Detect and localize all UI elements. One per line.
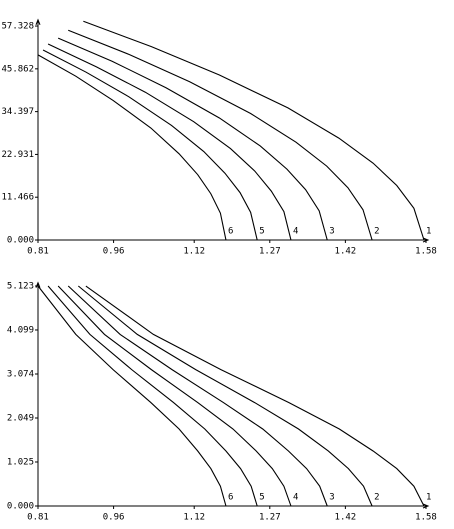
- curve: [57, 285, 292, 507]
- curve-label: 2: [374, 493, 379, 503]
- curve: [37, 54, 227, 241]
- curve-label: 2: [374, 227, 379, 237]
- x-axis-arrow: [422, 237, 430, 243]
- y-tick-label: 0.000: [7, 502, 34, 512]
- curve: [67, 285, 328, 507]
- plot: 0.000 1.025 2.049 3.074 4.099 5.123 0.81 0.96 1.…: [7, 281, 437, 523]
- curve-label: 6: [228, 493, 233, 503]
- x-tick-label: 1.27: [259, 247, 281, 257]
- y-tick-label: 2.049: [7, 414, 34, 424]
- y-tick-label: 4.099: [7, 325, 34, 335]
- y-tick-label: 57.328: [1, 22, 34, 32]
- x-tick-label: 1.58: [415, 513, 437, 523]
- x-tick-label: 1.12: [183, 513, 205, 523]
- curve: [83, 20, 425, 241]
- curve-label: 4: [293, 227, 298, 237]
- curve-label: 4: [293, 493, 298, 503]
- x-tick-label: 1.42: [335, 247, 357, 257]
- y-tick-label: 0.000: [7, 236, 34, 246]
- curve-label: 3: [329, 493, 334, 503]
- x-tick-label: 1.58: [415, 247, 437, 257]
- curve: [47, 43, 292, 241]
- y-tick-label: 22.931: [1, 150, 34, 160]
- x-tick-label: 0.81: [27, 247, 49, 257]
- plot: 0.000 11.466 22.931 34.397 45.862 57.328 0.81 0…: [1, 18, 437, 257]
- curve-label: 3: [329, 227, 334, 237]
- y-tick-label: 11.466: [1, 193, 34, 203]
- curve-label: 6: [228, 227, 233, 237]
- curve-label: 1: [426, 493, 431, 503]
- x-axis-arrow: [422, 503, 430, 509]
- curve: [77, 285, 373, 507]
- x-tick-label: 0.96: [103, 247, 125, 257]
- curve-label: 5: [259, 493, 264, 503]
- y-axis-arrow: [35, 18, 41, 25]
- curve-label: 1: [426, 227, 431, 237]
- x-tick-label: 1.12: [183, 247, 205, 257]
- curve-label: 5: [259, 227, 264, 237]
- y-tick-label: 45.862: [1, 64, 34, 74]
- x-tick-label: 1.27: [259, 513, 281, 523]
- x-tick-label: 0.81: [27, 513, 49, 523]
- y-tick-label: 1.025: [7, 457, 34, 467]
- y-tick-label: 5.123: [7, 282, 34, 292]
- y-tick-label: 3.074: [7, 369, 34, 379]
- x-tick-label: 1.42: [335, 513, 357, 523]
- x-tick-label: 0.96: [103, 513, 125, 523]
- curve: [57, 37, 328, 241]
- y-tick-label: 34.397: [1, 107, 34, 117]
- curve: [85, 285, 425, 507]
- curve: [47, 285, 258, 507]
- curve: [37, 285, 227, 507]
- curve: [68, 29, 373, 241]
- curve: [42, 49, 258, 241]
